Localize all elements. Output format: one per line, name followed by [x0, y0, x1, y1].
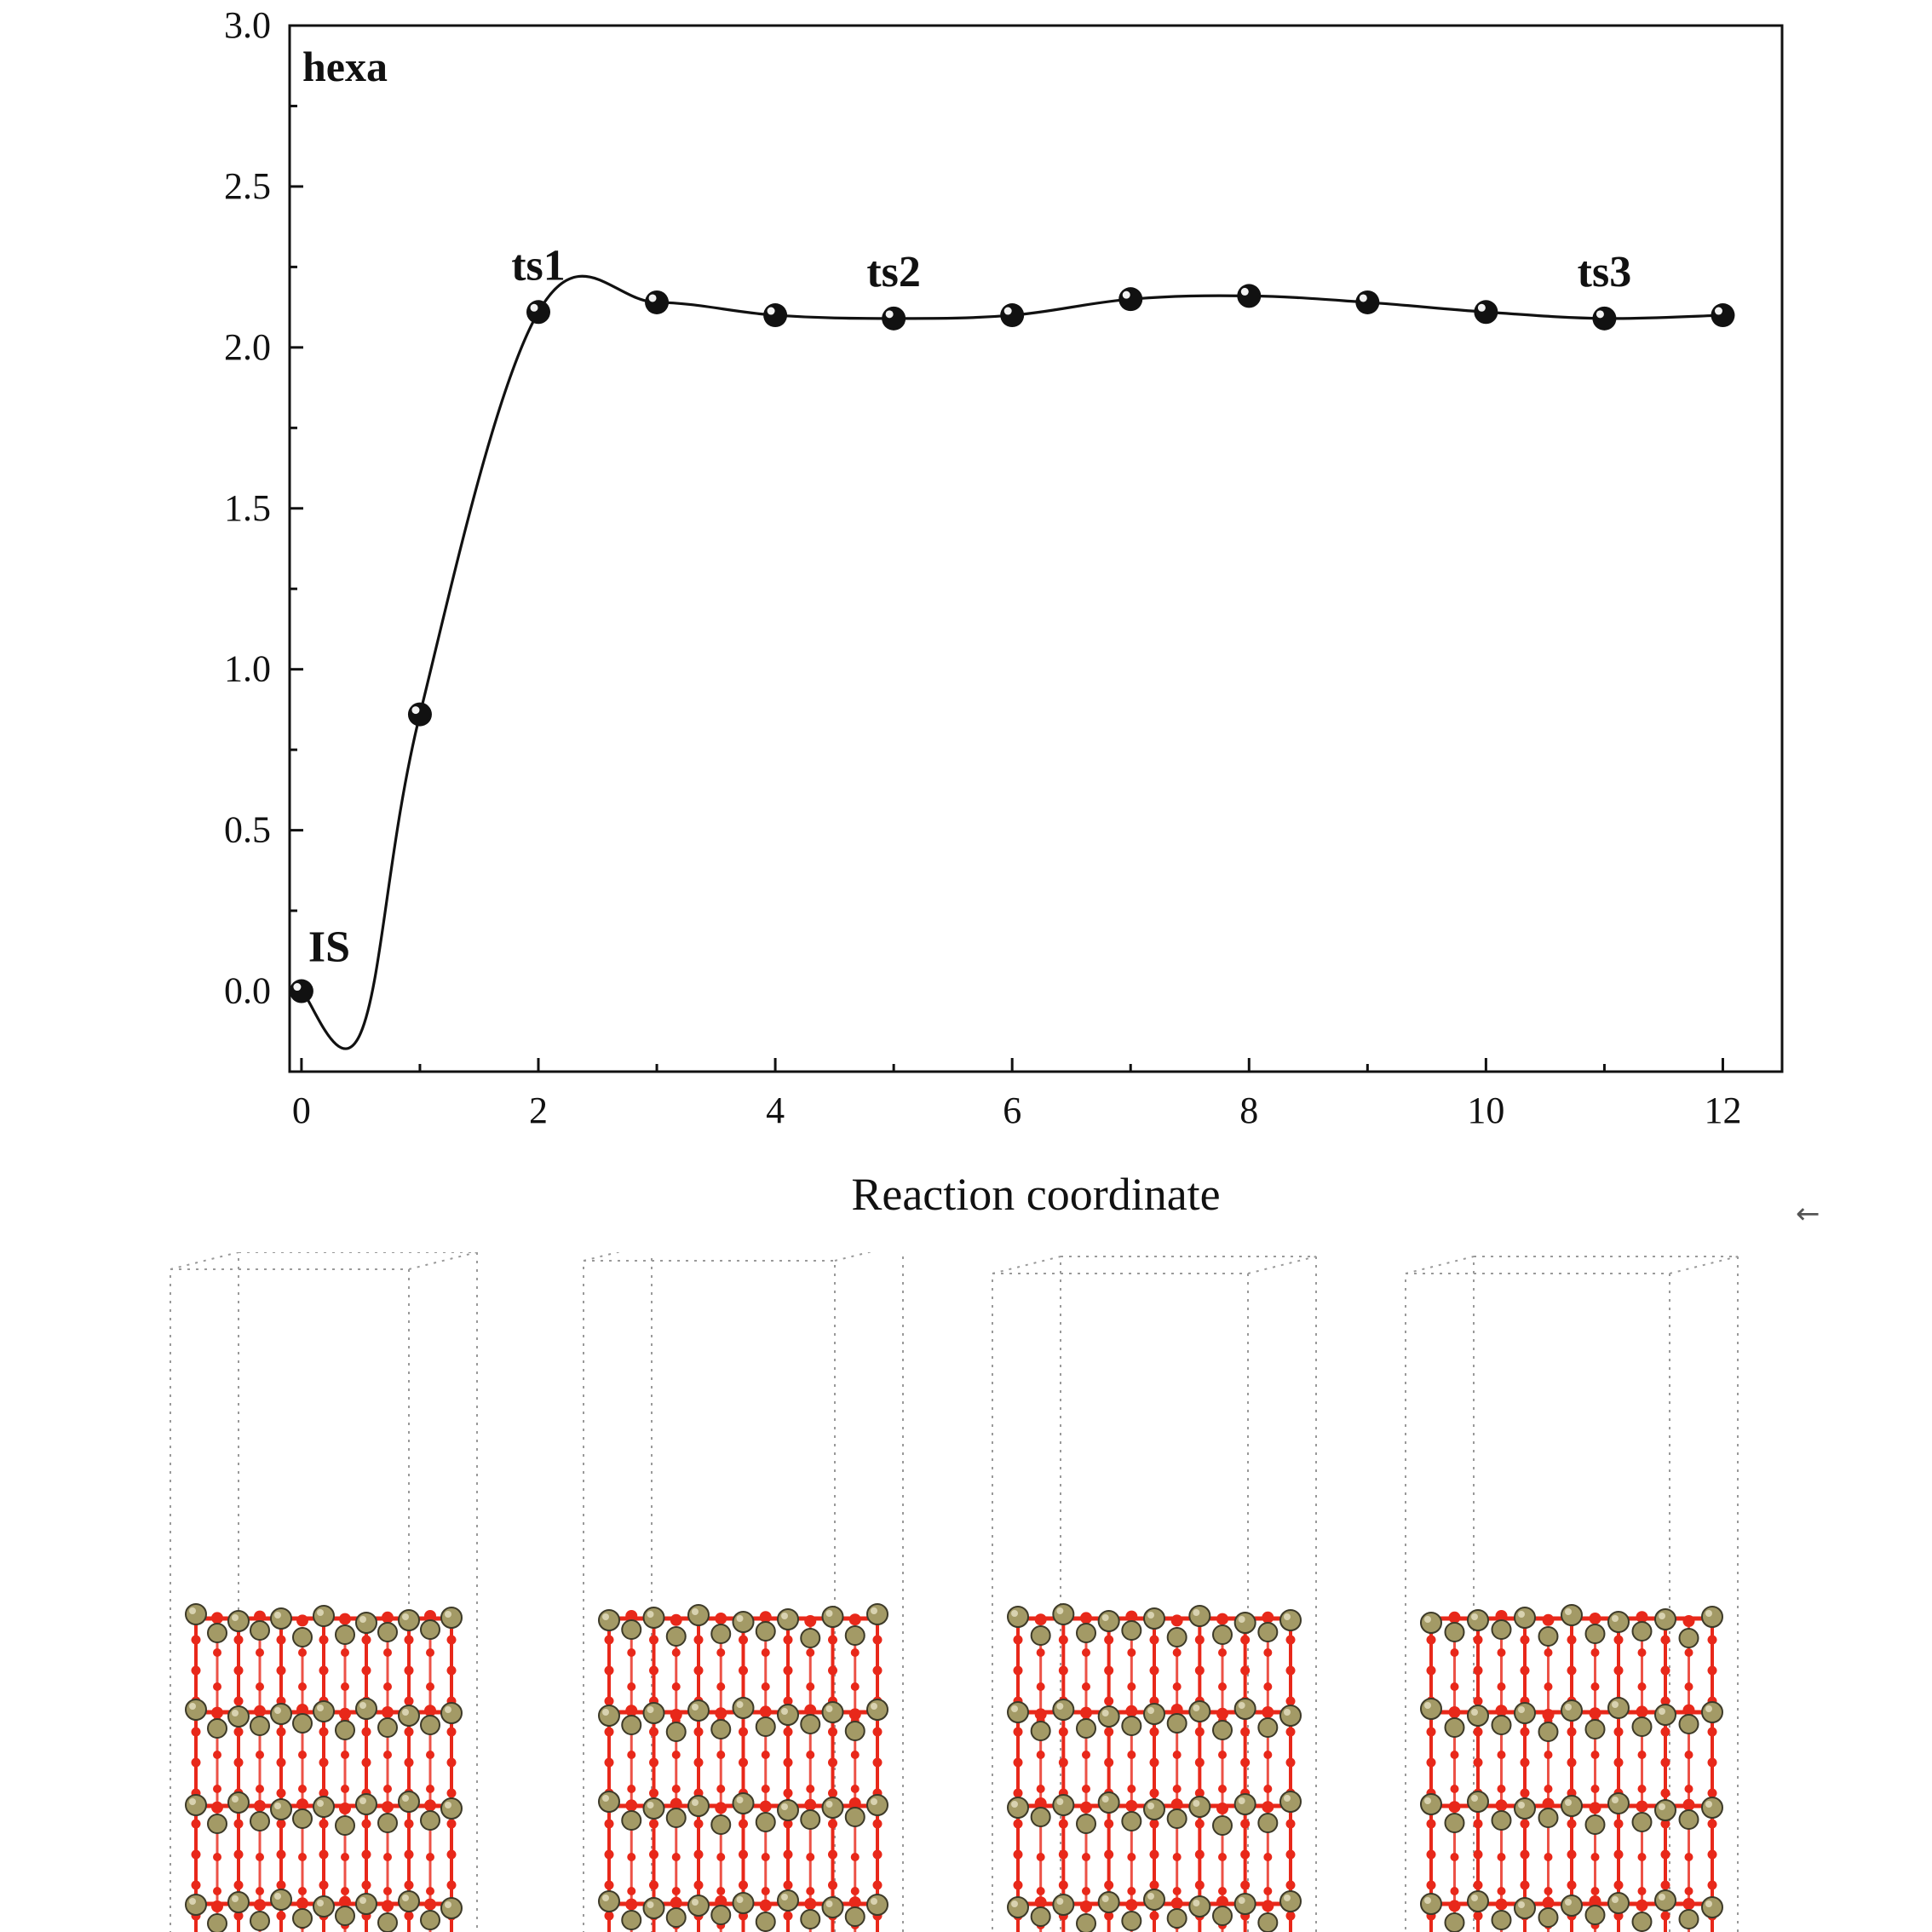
annotation-label: IS: [308, 923, 350, 972]
y-tick-label: 1.5: [224, 487, 271, 529]
x-tick-label: 8: [1239, 1090, 1258, 1131]
data-point: [882, 306, 906, 331]
x-tick-label: 2: [529, 1090, 548, 1131]
data-point: [289, 979, 313, 1003]
data-point-highlight: [885, 310, 894, 319]
y-tick-label: 1.0: [224, 648, 271, 690]
panel-label: hexa: [302, 43, 388, 90]
data-point-highlight: [1003, 307, 1012, 315]
data-point: [1000, 303, 1025, 328]
slab-structure-1: [170, 1252, 478, 1932]
data-point-highlight: [767, 307, 775, 315]
y-tick-label: 3.0: [224, 4, 271, 46]
data-point: [1711, 303, 1735, 328]
data-point: [645, 290, 670, 314]
data-point-highlight: [293, 983, 302, 992]
data-point: [1118, 287, 1143, 312]
annotation-label: ts3: [1578, 248, 1632, 296]
data-point: [1355, 290, 1380, 314]
data-point-highlight: [1122, 290, 1130, 299]
data-point-highlight: [1596, 310, 1604, 319]
data-points: [289, 284, 1735, 1003]
y-tick-label: 0.5: [224, 809, 271, 851]
data-point: [407, 702, 432, 727]
data-point-highlight: [530, 303, 538, 312]
x-tick-label: 0: [292, 1090, 311, 1131]
data-point-highlight: [648, 294, 657, 302]
slab-structures: [170, 1252, 1739, 1932]
data-point: [1592, 306, 1617, 331]
annotations: IS ts1 ts2 ts3: [308, 241, 1631, 971]
annotation-label: ts2: [866, 248, 921, 296]
slab-structure-4: [1405, 1256, 1739, 1932]
data-point: [763, 303, 788, 328]
slab-structure-2: [583, 1252, 904, 1932]
x-axis-ticks: 0 2 4 6 8 10 12: [292, 1058, 1741, 1131]
data-point: [1237, 284, 1262, 308]
x-tick-label: 10: [1467, 1090, 1504, 1131]
y-tick-label: 2.5: [224, 165, 271, 207]
data-point-highlight: [411, 706, 420, 715]
return-arrow-icon: ←: [1796, 1197, 1820, 1231]
x-tick-label: 6: [1003, 1090, 1021, 1131]
y-tick-label: 2.0: [224, 326, 271, 368]
y-axis-ticks: 0.0 0.5 1.0 1.5 2.0 2.5 3.0: [224, 4, 303, 1012]
data-point-highlight: [1240, 287, 1249, 296]
x-tick-label: 4: [766, 1090, 785, 1131]
data-point-highlight: [1714, 307, 1722, 315]
data-point: [1474, 300, 1498, 325]
data-point-highlight: [1477, 303, 1486, 312]
annotation-label: ts1: [511, 241, 566, 290]
slab-structure-3: [992, 1256, 1317, 1932]
x-axis-label: Reaction coordinate: [851, 1169, 1220, 1220]
data-point-highlight: [1359, 294, 1367, 302]
plot-frame: [288, 24, 1784, 1073]
energy-profile-chart: 0.0 0.5 1.0 1.5 2.0 2.5 3.0 0 2 4 6 8 10 12 IS ts1 ts2…: [224, 4, 1784, 1220]
y-tick-label: 0.0: [224, 970, 271, 1012]
energy-curve: [300, 274, 1723, 1050]
data-point: [526, 300, 550, 325]
x-tick-label: 12: [1704, 1090, 1741, 1131]
